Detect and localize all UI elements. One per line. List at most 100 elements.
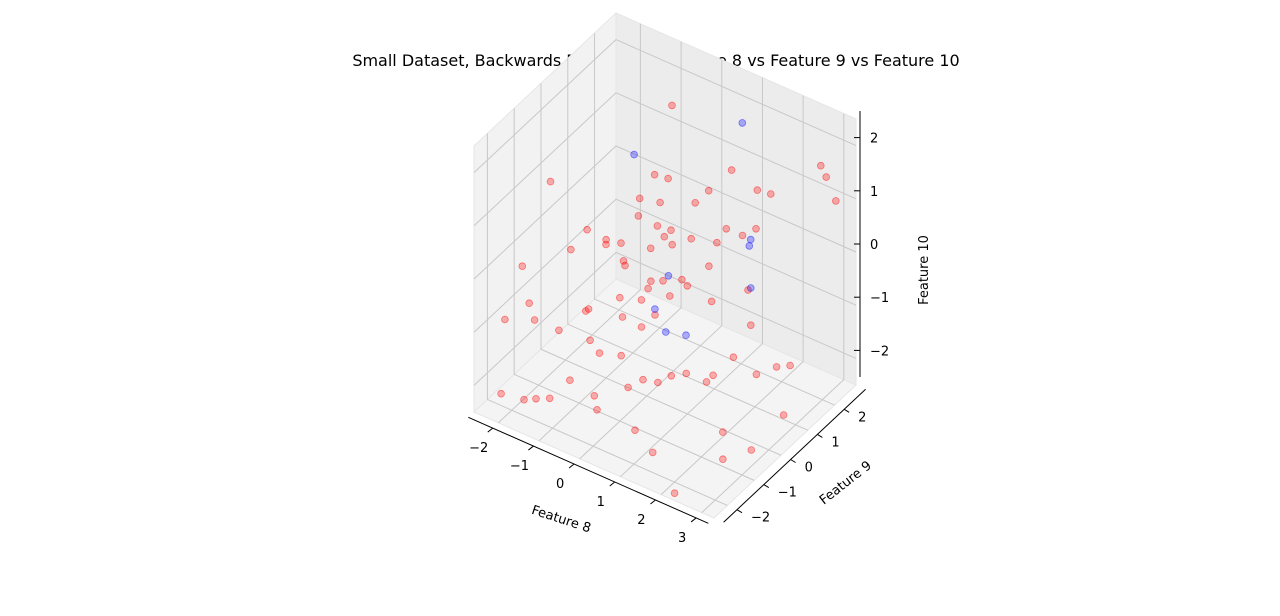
data-point-red [618,313,627,321]
grid-line-z [473,39,857,173]
data-point-red [518,262,527,271]
data-point-red [646,244,655,253]
x-tick-label: 0 [556,477,564,492]
data-point-red [687,234,695,243]
data-point-red [704,186,713,195]
data-point-red [624,383,632,392]
data-point-blue [745,242,754,250]
z-tick-label: −1 [870,291,889,306]
x-tick-label: 1 [597,495,605,510]
data-point-red [525,299,533,308]
x-tick-mark [609,481,616,487]
x-tick-mark [650,499,656,505]
data-point-red [709,371,717,380]
data-point-red [752,370,761,379]
data-point-red [786,361,794,370]
data-point-red [668,240,676,249]
data-point-red [631,426,639,435]
data-point-blue [738,119,747,127]
y-tick-mark [817,433,823,438]
y-tick-mark [843,408,850,413]
data-point-red [691,199,699,207]
data-point-blue [651,305,659,313]
z-tick-label: 1 [870,185,878,200]
data-point-red [729,353,738,362]
z-tick-label: −2 [870,344,889,359]
data-point-red [546,177,555,186]
data-point-red [648,448,657,457]
y-tick-label: 1 [831,435,839,450]
grid-line-y [594,33,835,406]
grid-line-x [538,41,682,442]
data-point-red [621,261,629,270]
y-tick-label: −1 [778,486,797,501]
data-point-red [647,277,655,286]
grid-line-x [579,59,723,460]
data-point-red [744,286,752,294]
data-point-red [639,375,647,384]
data-point-blue [746,284,755,292]
y-tick-label: 0 [805,461,813,476]
grid-line-x [620,77,763,478]
data-point-red [722,225,731,233]
data-point-red [660,232,669,241]
grid-line-z [473,92,857,227]
z-tick-label: 2 [870,132,878,147]
y-tick-label: 2 [858,410,866,425]
data-point-red [501,315,509,324]
data-point-red [634,212,643,220]
data-point-blue [661,328,670,336]
data-point-red [753,186,762,194]
axes-panes [473,11,857,519]
data-point-blue [746,235,755,244]
data-point-red [532,394,540,403]
x-tick-mark [568,463,575,469]
grid-line-x [701,113,845,513]
x-tick-mark [528,445,534,451]
grid-line-z [473,145,857,280]
x-tick-label: 3 [678,531,686,546]
grid-line-y [567,58,808,431]
data-point-red [667,371,676,380]
data-point-red [752,225,760,233]
x-axis-line [468,416,709,524]
y-axis-label: Feature 9 [817,458,875,508]
data-point-red [719,455,727,464]
x-axis-label: Feature 8 [530,503,593,536]
data-point-red [656,198,664,207]
x-tick-mark [487,427,494,433]
z-tick-label: 0 [870,238,878,253]
grid-line-z [473,198,857,333]
data-point-red [664,174,672,183]
data-point-blue [664,271,673,280]
data-point-red [746,321,755,330]
x-tick-label: 2 [637,513,645,528]
data-point-red [678,275,686,284]
data-point-red [619,257,628,265]
data-point-red [595,349,604,357]
data-point-red [586,336,594,345]
data-point-red [651,311,659,319]
x-tick-mark [690,517,697,523]
data-point-red [583,225,591,234]
tick-labels: −2 −1 0 1 2 3 −2 −1 0 1 2 −2 −1 0 1 2 [469,132,889,546]
data-point-red [816,161,825,170]
data-point-red [637,296,646,304]
data-point-red [602,235,610,244]
data-point-red [779,411,788,419]
data-point-blue [682,331,690,340]
y-tick-label: −2 [751,511,770,526]
x-tick-label: −2 [469,441,488,456]
axes-grid [473,23,857,513]
data-point-red [615,293,624,302]
data-point-red [593,405,601,414]
data-point-red [581,307,590,315]
grid-line-z [473,251,857,386]
data-point-red [617,239,625,247]
data-point-red [683,281,692,290]
data-point-red [644,284,652,293]
data-point-red [727,166,736,174]
data-point-red [668,101,676,110]
data-point-red [738,231,747,240]
